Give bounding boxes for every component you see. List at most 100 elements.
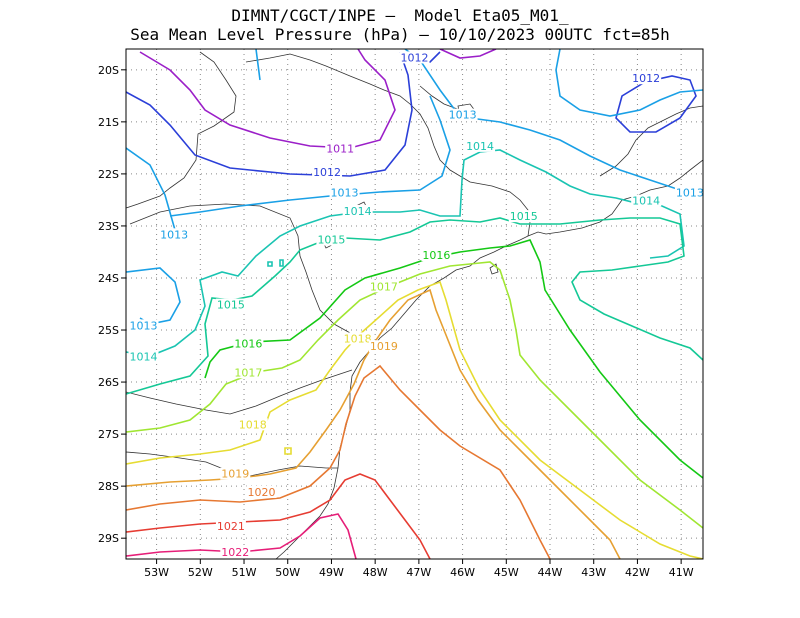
contour-label-bg xyxy=(342,204,373,217)
contour-label-bg xyxy=(220,467,251,480)
isobar-1021 xyxy=(126,473,431,559)
lat-tick-label: 29S xyxy=(98,532,119,545)
contour-label-bg xyxy=(508,210,539,223)
isobar-1018-small-ring xyxy=(284,447,292,455)
contour-label: 1018 xyxy=(344,332,372,345)
contour-label-bg xyxy=(316,233,347,246)
contour-label-bg xyxy=(233,337,264,350)
isobar-1014 xyxy=(126,149,685,357)
lon-tick-label: 51W xyxy=(232,566,257,579)
map-frame xyxy=(125,48,704,560)
lat-tick-label: 21S xyxy=(98,116,119,129)
axis-ticks: 53W 52W 51W 50W 49W 48W 47W 46W 45W 44W 43W 42W 41W 2… xyxy=(98,64,694,579)
contour-label: 1012 xyxy=(401,51,429,64)
lat-tick-label: 22S xyxy=(98,168,119,181)
contour-label-bg xyxy=(447,108,478,121)
contour-label: 1020 xyxy=(248,486,276,499)
isobar-1015 xyxy=(126,217,703,395)
lon-tick-label: 45W xyxy=(494,566,519,579)
contour-label: 1012 xyxy=(313,166,341,179)
contour-label-bg xyxy=(246,485,277,498)
isobars xyxy=(126,49,703,559)
isobar-1015-small-ring xyxy=(267,259,284,267)
isobar-1016 xyxy=(204,239,703,479)
lon-tick-label: 48W xyxy=(363,566,388,579)
isobar-1018 xyxy=(126,280,703,559)
lon-tick-label: 47W xyxy=(406,566,431,579)
contour-label: 1022 xyxy=(221,546,249,559)
contour-label-bg xyxy=(368,340,399,353)
contour-label-bg xyxy=(631,72,662,85)
title-line-2: Sea Mean Level Pressure (hPa) – 10/10/20… xyxy=(130,25,670,44)
isobar-1022 xyxy=(126,513,357,559)
contour-label: 1013 xyxy=(676,187,704,200)
state-border-4 xyxy=(126,369,353,415)
state-border-6 xyxy=(599,105,703,177)
lat-tick-label: 20S xyxy=(98,64,119,77)
contour-label: 1012 xyxy=(632,72,660,85)
contour-label-bg xyxy=(421,249,452,262)
lon-tick-label: 41W xyxy=(669,566,694,579)
contour-label-bg xyxy=(325,142,356,155)
contour-label: 1014 xyxy=(344,205,372,218)
contour-label: 1013 xyxy=(331,187,359,200)
contour-label-bg xyxy=(237,418,268,431)
contour-label: 1016 xyxy=(422,249,450,262)
contour-label-bg xyxy=(220,545,251,558)
contour-labels: 1011 1012 1012 1012 1013 1013 1013 1013 1013 1014… xyxy=(128,51,704,559)
lat-tick-label: 28S xyxy=(98,480,119,493)
contour-label-bg xyxy=(399,51,430,64)
contour-label: 1015 xyxy=(510,210,538,223)
isobar-1013 xyxy=(126,49,703,325)
lon-tick-label: 52W xyxy=(188,566,213,579)
lat-lon-grid xyxy=(126,49,703,559)
lon-tick-label: 44W xyxy=(538,566,563,579)
contour-label-bg xyxy=(631,194,662,207)
lat-tick-label: 26S xyxy=(98,376,119,389)
contour-label-bg xyxy=(215,298,246,311)
lon-tick-label: 49W xyxy=(319,566,344,579)
contour-label-bg xyxy=(128,350,159,363)
contour-label: 1015 xyxy=(217,299,245,312)
isobar-1011-b xyxy=(439,49,497,59)
contour-label: 1013 xyxy=(129,319,157,332)
isobar-1020 xyxy=(126,364,551,559)
contour-label-bg xyxy=(233,366,264,379)
contour-label-bg xyxy=(215,519,246,532)
contour-label: 1014 xyxy=(632,195,660,208)
contour-label-bg xyxy=(368,280,399,293)
lon-tick-label: 42W xyxy=(625,566,650,579)
contour-label: 1017 xyxy=(370,280,398,293)
contour-label-bg xyxy=(465,139,496,152)
isobar-1011 xyxy=(139,49,396,149)
lat-tick-label: 25S xyxy=(98,324,119,337)
state-border-1 xyxy=(126,51,237,209)
lat-tick-label: 27S xyxy=(98,428,119,441)
contour-label-bg xyxy=(329,186,360,199)
isobar-1012-ring xyxy=(615,75,697,133)
lon-tick-label: 43W xyxy=(581,566,606,579)
title-line-1: DIMNT/CGCT/INPE – Model Eta05_M01_ xyxy=(231,6,569,25)
lat-tick-label: 23S xyxy=(98,220,119,233)
isobar-1019 xyxy=(126,288,621,559)
contour-label: 1021 xyxy=(217,520,245,533)
lon-tick-label: 46W xyxy=(450,566,475,579)
contour-label: 1015 xyxy=(317,234,345,247)
isobar-1012 xyxy=(126,51,413,177)
lat-tick-label: 24S xyxy=(98,272,119,285)
coastline-borders xyxy=(126,51,703,559)
contour-label: 1018 xyxy=(239,418,267,431)
contour-label: 1014 xyxy=(129,351,157,364)
contour-label-bg xyxy=(312,165,343,178)
contour-label-bg xyxy=(159,228,190,241)
contour-label: 1019 xyxy=(221,468,249,481)
chart-title: DIMNT/CGCT/INPE – Model Eta05_M01_ Sea M… xyxy=(0,6,800,44)
contour-label-bg xyxy=(674,186,703,199)
state-border-2 xyxy=(245,53,531,237)
contour-label: 1019 xyxy=(370,340,398,353)
lon-tick-label: 50W xyxy=(275,566,300,579)
contour-label: 1014 xyxy=(466,140,494,153)
coastline xyxy=(275,159,703,559)
contour-label: 1017 xyxy=(234,366,262,379)
lon-tick-label: 53W xyxy=(144,566,169,579)
